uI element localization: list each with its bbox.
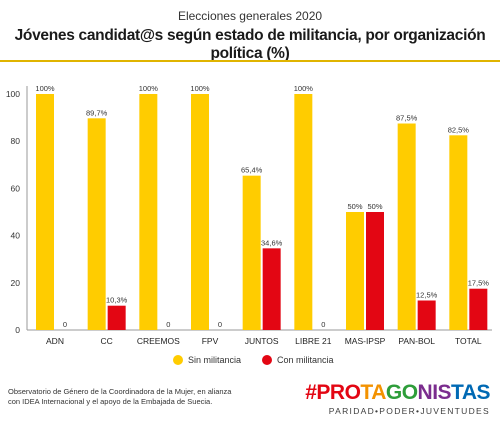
brand-segment: TAS (451, 381, 490, 404)
title-rule (0, 60, 500, 62)
bar-sin-militancia (36, 94, 54, 330)
bar-con-militancia (469, 288, 488, 330)
brand-segment: NIS (417, 381, 452, 404)
x-tick-label: PAN-BOL (398, 336, 435, 346)
x-tick-label: CC (101, 336, 113, 346)
y-tick-label: 100 (6, 89, 20, 99)
legend: Sin militancia Con militancia (0, 355, 500, 371)
y-tick-label: 60 (11, 183, 21, 193)
data-label-con-militancia: 12,5% (416, 291, 438, 300)
bar-con-militancia (107, 305, 126, 330)
bar-con-militancia (366, 212, 384, 330)
bar-sin-militancia (397, 123, 416, 330)
chart-title: Jóvenes candidat@s según estado de milit… (14, 27, 486, 62)
chart-subtitle: Elecciones generales 2020 (177, 9, 323, 23)
bar-sin-militancia (449, 135, 468, 330)
legend-item-sin-militancia: Sin militancia (173, 355, 241, 365)
x-tick-label: JUNTOS (245, 336, 279, 346)
data-label-con-militancia: 0 (218, 320, 222, 329)
bar-sin-militancia (346, 212, 364, 330)
data-label-con-militancia: 34,6% (261, 238, 283, 247)
legend-item-con-militancia: Con militancia (262, 355, 334, 365)
data-label-con-militancia: 17,5% (468, 279, 490, 288)
brand-segment: # (305, 381, 317, 404)
data-label-con-militancia: 0 (63, 320, 67, 329)
x-tick-label: CREEMOS (137, 336, 180, 346)
legend-swatch-con-militancia (262, 355, 272, 365)
legend-label-sin-militancia: Sin militancia (188, 355, 242, 365)
bar-con-militancia (417, 300, 436, 330)
x-tick-label: TOTAL (455, 336, 482, 346)
bar-sin-militancia (139, 94, 158, 330)
brand-segment: GO (385, 381, 418, 404)
data-label-sin-militancia: 100% (190, 84, 210, 93)
legend-swatch-sin-militancia (173, 355, 183, 365)
y-tick-label: 20 (11, 278, 21, 288)
brand-tagline: PARIDAD•PODER•JUVENTUDES (328, 406, 490, 416)
y-tick-label: 80 (11, 136, 21, 146)
x-tick-label: LIBRE 21 (295, 336, 332, 346)
bar-chart: 0 20 40 60 80 100 100% 0 ADN 89,7% 10,3% CC 100% 0 CRE… (6, 84, 492, 346)
x-tick-label: FPV (202, 336, 219, 346)
x-tick-label: MAS-IPSP (345, 336, 386, 346)
data-label-sin-militancia: 89,7% (86, 108, 108, 117)
brand-logo: #PROTAGONISTAS PARIDAD•PODER•JUVENTUDES (290, 381, 490, 416)
x-tick-label: ADN (46, 336, 64, 346)
data-label-sin-militancia: 100% (294, 84, 314, 93)
data-label-con-militancia: 10,3% (106, 296, 128, 305)
bar-sin-militancia (87, 118, 106, 330)
y-tick-label: 0 (15, 325, 20, 335)
source-note: Observatorio de Género de la Coordinador… (8, 387, 232, 406)
data-label-sin-militancia: 100% (139, 84, 159, 93)
data-label-sin-militancia: 82,5% (448, 125, 470, 134)
legend-label-con-militancia: Con militancia (277, 355, 334, 365)
bar-sin-militancia (191, 94, 209, 330)
bar-sin-militancia (294, 94, 313, 330)
bar-con-militancia (262, 248, 281, 330)
data-label-sin-militancia: 50% (347, 202, 362, 211)
bar-sin-militancia (242, 175, 261, 330)
data-label-sin-militancia: 87,5% (396, 114, 418, 123)
data-label-con-militancia: 0 (166, 320, 170, 329)
brand-name: #PROTAGONISTAS (290, 381, 490, 405)
brand-segment: PRO (316, 381, 361, 404)
brand-segment: TA (360, 381, 386, 404)
data-label-con-militancia: 0 (321, 320, 325, 329)
y-tick-label: 40 (11, 231, 21, 241)
data-label-con-militancia: 50% (367, 202, 382, 211)
data-label-sin-militancia: 65,4% (241, 166, 263, 175)
data-label-sin-militancia: 100% (35, 84, 55, 93)
